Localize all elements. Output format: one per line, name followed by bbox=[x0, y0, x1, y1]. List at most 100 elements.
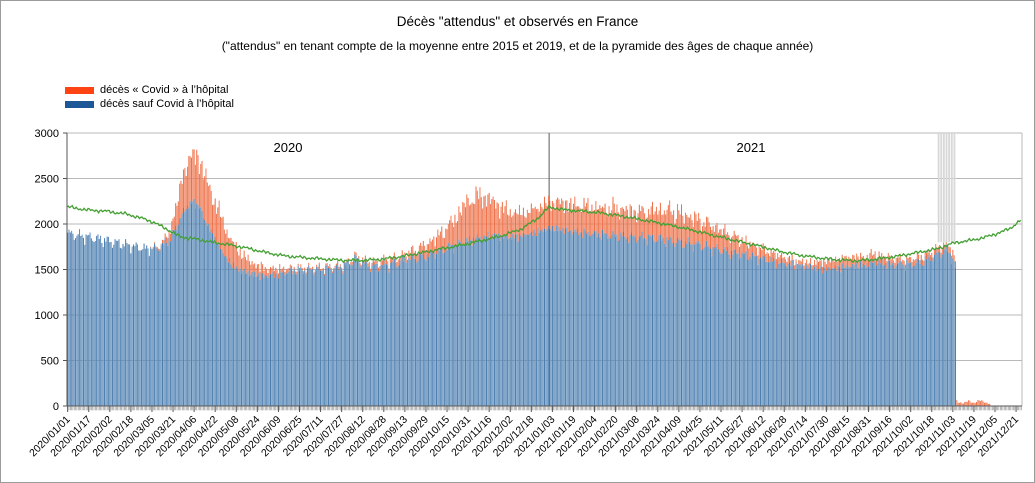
bar-covid bbox=[443, 238, 445, 253]
bar-covid bbox=[723, 228, 725, 249]
bar-noncovid bbox=[450, 244, 452, 406]
bar-covid bbox=[596, 209, 598, 238]
bar-noncovid bbox=[679, 240, 681, 406]
bar-noncovid bbox=[381, 265, 383, 406]
bar-covid bbox=[183, 169, 185, 208]
bar-covid bbox=[940, 252, 942, 258]
bar-covid bbox=[906, 255, 908, 260]
bar-noncovid bbox=[836, 270, 838, 406]
bar-covid bbox=[902, 259, 904, 265]
bar-covid bbox=[781, 252, 783, 259]
bar-noncovid bbox=[184, 211, 186, 406]
bar-covid bbox=[165, 236, 167, 243]
bar-covid bbox=[246, 260, 248, 274]
bar-noncovid bbox=[337, 262, 339, 406]
bar-noncovid bbox=[414, 259, 416, 406]
bar-covid bbox=[978, 400, 980, 406]
bar-covid bbox=[438, 235, 440, 251]
bar-noncovid bbox=[865, 267, 867, 406]
bar-noncovid bbox=[559, 230, 561, 406]
bar-covid bbox=[489, 204, 492, 240]
bar-covid bbox=[288, 268, 290, 272]
bar-noncovid bbox=[675, 242, 677, 406]
bar-noncovid bbox=[403, 261, 405, 406]
bar-noncovid bbox=[524, 234, 526, 406]
bar-noncovid bbox=[612, 230, 614, 406]
bar-covid bbox=[370, 268, 372, 272]
bar-noncovid bbox=[366, 262, 368, 406]
bar-noncovid bbox=[417, 260, 419, 406]
bar-covid bbox=[190, 157, 192, 204]
bar-noncovid bbox=[475, 237, 477, 406]
bar-noncovid bbox=[882, 265, 884, 406]
bar-noncovid bbox=[529, 232, 531, 406]
bar-noncovid bbox=[837, 265, 839, 406]
bar-noncovid bbox=[388, 272, 390, 406]
bar-noncovid bbox=[712, 246, 714, 406]
bar-noncovid bbox=[441, 246, 443, 406]
bar-noncovid bbox=[543, 228, 546, 406]
bar-covid bbox=[155, 246, 157, 248]
bar-covid bbox=[391, 257, 393, 262]
bar-noncovid bbox=[125, 239, 127, 406]
bar-covid bbox=[380, 260, 382, 265]
bar-covid bbox=[734, 234, 737, 250]
bar-noncovid bbox=[748, 260, 750, 406]
bar-noncovid bbox=[928, 256, 930, 406]
bar-covid bbox=[572, 203, 574, 232]
bar-noncovid bbox=[663, 243, 665, 406]
bar-covid bbox=[937, 246, 939, 253]
bar-noncovid bbox=[814, 266, 816, 406]
bar-noncovid bbox=[430, 250, 432, 406]
bar-noncovid bbox=[633, 235, 635, 406]
bar-covid bbox=[171, 221, 173, 234]
bar-covid bbox=[565, 200, 567, 229]
bar-noncovid bbox=[109, 242, 111, 406]
legend-swatch-noncovid bbox=[65, 100, 94, 108]
bar-noncovid bbox=[753, 255, 755, 406]
bar-noncovid bbox=[785, 265, 787, 406]
bar-noncovid bbox=[794, 269, 796, 406]
bar-covid bbox=[247, 254, 249, 271]
bar-covid bbox=[238, 255, 240, 272]
y-tick-label: 2000 bbox=[35, 219, 59, 231]
bar-noncovid bbox=[235, 266, 237, 406]
bar-noncovid bbox=[264, 274, 266, 406]
bar-noncovid bbox=[206, 225, 208, 406]
bar-noncovid bbox=[425, 260, 427, 406]
bar-covid bbox=[833, 261, 835, 269]
bar-noncovid bbox=[255, 276, 257, 406]
bar-covid bbox=[422, 240, 424, 252]
bar-noncovid bbox=[798, 264, 800, 406]
gray-band-stripe bbox=[950, 133, 953, 243]
bar-covid bbox=[446, 229, 448, 251]
bar-noncovid bbox=[487, 231, 489, 406]
bar-noncovid bbox=[359, 266, 361, 406]
bar-noncovid bbox=[578, 235, 580, 406]
bar-noncovid bbox=[557, 231, 559, 406]
bar-noncovid bbox=[408, 257, 410, 406]
bar-covid bbox=[645, 218, 647, 240]
bar-noncovid bbox=[778, 263, 780, 406]
bar-covid bbox=[812, 265, 814, 270]
bar-covid bbox=[778, 257, 780, 264]
bar-covid bbox=[156, 247, 158, 249]
bar-noncovid bbox=[615, 236, 617, 406]
bar-noncovid bbox=[123, 246, 125, 406]
bar-covid bbox=[638, 204, 640, 237]
bar-noncovid bbox=[918, 259, 920, 406]
bar-covid bbox=[461, 215, 463, 245]
bar-noncovid bbox=[650, 236, 652, 406]
bar-noncovid bbox=[885, 262, 887, 406]
bar-noncovid bbox=[850, 266, 852, 406]
bar-noncovid bbox=[234, 269, 236, 406]
bar-covid bbox=[574, 196, 576, 230]
bar-covid bbox=[774, 252, 776, 261]
bar-noncovid bbox=[133, 244, 135, 406]
bar-covid bbox=[248, 261, 250, 277]
bar-noncovid bbox=[943, 248, 945, 406]
bar-noncovid bbox=[213, 242, 215, 406]
bar-covid bbox=[961, 403, 963, 406]
bar-covid bbox=[636, 222, 638, 243]
gray-band-stripe bbox=[948, 133, 951, 243]
